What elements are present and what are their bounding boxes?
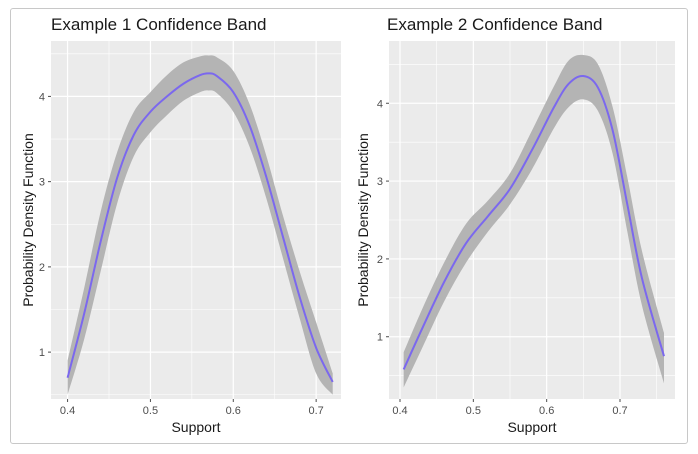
chart-2-y-ticks: 1 2 3 4: [377, 98, 389, 344]
chart-2-title: Example 2 Confidence Band: [387, 15, 602, 34]
y-tick-label: 2: [377, 254, 383, 266]
x-tick-label: 0.7: [612, 405, 627, 417]
chart-1-minor-grid: [51, 41, 341, 399]
chart-1-x-ticks: 0.4 0.5 0.6 0.7: [60, 399, 324, 417]
chart-1-plot-area: [51, 41, 341, 399]
y-tick-label: 4: [377, 98, 383, 110]
y-tick-label: 1: [39, 347, 45, 359]
x-tick-label: 0.6: [539, 405, 554, 417]
chart-panel-1: Example 1 Confidence Band 0.4 0.5 0.6 0.7 1…: [20, 15, 341, 435]
y-tick-label: 3: [377, 176, 383, 188]
x-tick-label: 0.4: [60, 405, 75, 417]
y-tick-label: 2: [39, 262, 45, 274]
chart-2-major-grid: [389, 41, 675, 399]
chart-1-title: Example 1 Confidence Band: [51, 15, 266, 34]
x-tick-label: 0.4: [392, 405, 407, 417]
chart-1-density-line: [66, 72, 334, 383]
x-tick-label: 0.5: [143, 405, 158, 417]
x-tick-label: 0.5: [466, 405, 481, 417]
x-tick-label: 0.7: [308, 405, 323, 417]
y-tick-label: 1: [377, 332, 383, 344]
chart-1-y-ticks: 1 2 3 4: [39, 91, 51, 359]
chart-1-y-axis-title: Probability Density Function: [20, 133, 36, 307]
chart-1-confidence-band: [67, 55, 333, 395]
chart-1-x-axis-title: Support: [171, 419, 220, 435]
chart-panel-2: Example 2 Confidence Band 0.4 0.5 0.6 0.7 1…: [355, 15, 675, 435]
x-tick-label: 0.6: [226, 405, 241, 417]
chart-2-density-line: [402, 74, 665, 370]
chart-2-x-axis-title: Support: [507, 419, 556, 435]
plot-frame: [10, 8, 688, 444]
chart-2-x-ticks: 0.4 0.5 0.6 0.7: [392, 399, 628, 417]
y-tick-label: 4: [39, 91, 45, 103]
y-tick-label: 3: [39, 177, 45, 189]
chart-2-y-axis-title: Probability Density Function: [355, 133, 371, 307]
